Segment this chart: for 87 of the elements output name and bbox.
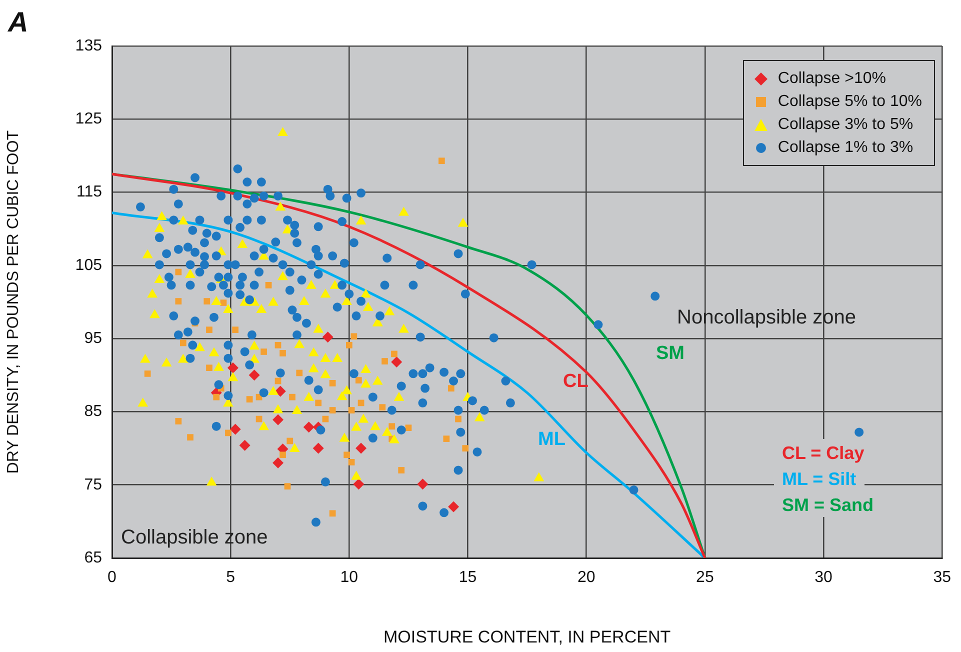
legend-label: Collapse 3% to 5% [778, 116, 914, 134]
point [175, 268, 182, 276]
point [204, 298, 210, 304]
point [329, 380, 336, 386]
point [220, 300, 227, 306]
point [315, 400, 322, 406]
legend-label: Collapse 1% to 3% [778, 138, 914, 156]
point [455, 416, 462, 422]
point [356, 442, 367, 454]
y-tick-label: 125 [75, 110, 102, 128]
y-tick-label: 65 [84, 549, 102, 566]
annotation: ML = Silt [782, 468, 856, 489]
x-tick-label: 25 [696, 569, 714, 586]
point [348, 459, 355, 466]
point [213, 394, 220, 400]
point [344, 452, 350, 458]
point [353, 478, 364, 490]
point [246, 396, 253, 402]
y-axis-title: DRY DENSITY, IN POUNDS PER CUBIC FOOT [5, 130, 22, 474]
point [405, 424, 412, 431]
point [391, 350, 398, 358]
point [448, 385, 454, 392]
x-tick-label: 35 [933, 569, 952, 586]
y-tick-label: 95 [84, 330, 102, 347]
point [289, 394, 296, 400]
point [232, 326, 239, 333]
point [346, 342, 352, 348]
point [391, 356, 402, 368]
point [329, 510, 336, 517]
point [348, 407, 355, 414]
point [175, 298, 182, 304]
point [329, 407, 336, 414]
y-tick-label: 115 [76, 184, 102, 201]
point [187, 434, 194, 440]
point [248, 370, 260, 381]
point [355, 377, 362, 384]
point [296, 370, 303, 376]
x-tick-label: 5 [226, 569, 236, 586]
point [227, 362, 238, 374]
point [398, 467, 405, 474]
point [350, 333, 358, 340]
point [144, 370, 151, 377]
point [448, 501, 460, 512]
annotation: CL = Clay [782, 442, 864, 463]
point [312, 442, 324, 454]
point [206, 326, 212, 333]
x-tick-label: 15 [458, 569, 477, 586]
x-tick-label: 10 [340, 569, 358, 586]
point [239, 440, 250, 451]
point [260, 348, 267, 355]
point [280, 350, 286, 356]
x-axis-title: MOISTURE CONTENT, IN PERCENT [383, 627, 671, 646]
series-label: SM [656, 343, 684, 364]
point [379, 404, 386, 411]
legend-label: Collapse >10% [778, 70, 886, 88]
y-tick-label: 85 [84, 403, 102, 420]
point [443, 436, 450, 442]
point [388, 423, 396, 430]
y-tick-label: 75 [84, 476, 102, 494]
point [175, 418, 182, 424]
annotation: SM = Sand [782, 494, 874, 515]
point [274, 386, 286, 397]
point [225, 430, 232, 436]
y-tick-label: 105 [75, 256, 102, 274]
point [280, 452, 286, 458]
point [382, 358, 388, 364]
point [284, 483, 291, 490]
point [417, 478, 428, 490]
x-tick-label: 20 [577, 569, 596, 586]
point [438, 158, 445, 164]
point [272, 414, 284, 426]
point [286, 438, 294, 444]
point [265, 282, 272, 288]
point [322, 332, 334, 343]
point [272, 457, 284, 468]
x-tick-label: 30 [814, 569, 833, 586]
y-tick-label: 135 [75, 37, 102, 54]
series-label: ML [538, 429, 566, 450]
chart-title: A [7, 6, 28, 38]
point [206, 364, 212, 372]
point [230, 424, 241, 435]
point [462, 445, 469, 452]
point [274, 342, 282, 348]
point [180, 340, 186, 346]
legend-label: Collapse 5% to 10% [778, 92, 922, 110]
point [303, 422, 314, 433]
x-tick-label: 0 [108, 569, 117, 586]
